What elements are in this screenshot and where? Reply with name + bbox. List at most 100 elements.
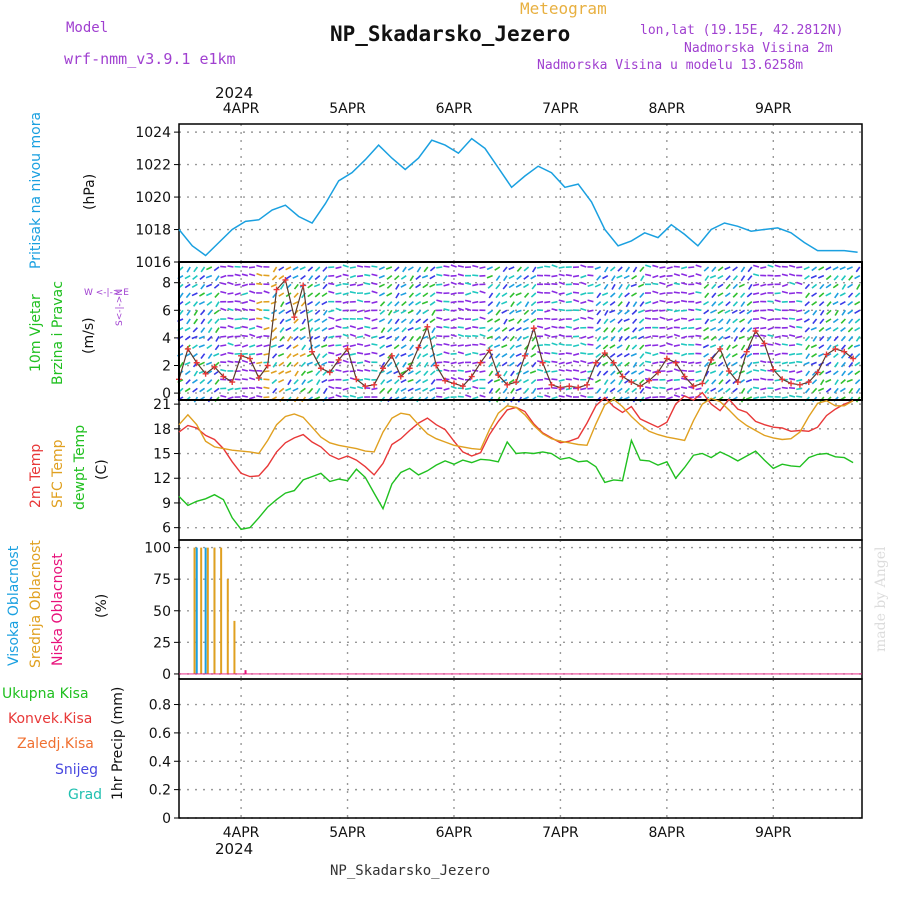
wind-arrow (220, 352, 227, 357)
wind-arrow (335, 386, 342, 390)
wind-arrow (704, 292, 710, 299)
wind-arrow (832, 370, 839, 376)
wind-arrow (580, 394, 587, 398)
wind-arrow (220, 274, 227, 279)
wind-arrow (530, 301, 537, 307)
wind-arrow (840, 344, 847, 351)
wind-arrow (659, 335, 666, 338)
wind-arrow (421, 274, 429, 279)
wind-arrow (416, 266, 422, 273)
wind-arrow (565, 292, 573, 296)
wind-arrow (349, 266, 356, 269)
wind-arrow (349, 283, 356, 287)
wind-arrow (307, 283, 314, 289)
wind-speed-point-3 (202, 370, 209, 377)
wind-arrow (804, 309, 810, 315)
wind-arrow (530, 379, 537, 385)
wind-arrow (393, 344, 400, 350)
wind-arrow (328, 282, 335, 286)
wind-arrow (422, 387, 429, 392)
wind-arrow (805, 292, 811, 299)
wind-arrow (551, 300, 558, 304)
wind-arrow (443, 368, 450, 372)
temperature-series-1 (178, 397, 854, 455)
wind-arrow (270, 318, 277, 322)
wind-speed-point-58 (690, 383, 697, 390)
wind-arrow (609, 353, 616, 358)
wind-arrow (379, 309, 386, 315)
wind-arrow (292, 266, 299, 271)
wind-arrow (572, 369, 580, 372)
wind-arrow (767, 283, 774, 286)
wind-arrow (740, 344, 746, 351)
wind-arrow (186, 266, 191, 273)
wind-arrow (278, 266, 285, 271)
wind-arrow (804, 283, 810, 290)
wind-arrow (515, 309, 522, 314)
wind-arrow (854, 361, 861, 367)
wind-arrow (703, 283, 710, 289)
wind-arrow (515, 344, 522, 348)
wind-arrow (402, 361, 407, 368)
wind-arrow (401, 335, 407, 342)
wind-arrow (436, 395, 443, 398)
wind-arrow (307, 378, 314, 384)
wind-arrow (805, 353, 811, 360)
wind-arrow (632, 327, 638, 333)
wind-arrow (394, 353, 400, 359)
wind-arrow (732, 292, 738, 298)
wind-arrow (430, 379, 436, 385)
wind-arrow (673, 309, 680, 313)
wind-speed-point-16 (317, 365, 324, 372)
wind-arrow (407, 266, 414, 271)
wind-arrow (709, 344, 717, 349)
wind-arrow (652, 282, 659, 286)
wind-arrow (371, 351, 378, 355)
wind-arrow (364, 316, 371, 320)
wind-arrow (731, 361, 738, 367)
wind-arrow (241, 334, 248, 338)
wind-arrow (710, 326, 717, 332)
wind-arrow (349, 291, 356, 294)
wind-arrow (299, 266, 306, 271)
wind-arrow (544, 333, 551, 338)
wind-arrow (356, 283, 364, 287)
wind-arrow (796, 309, 803, 313)
wind-arrow (781, 361, 788, 365)
wind-arrow (263, 386, 270, 390)
wind-arrow (342, 282, 349, 286)
wind-arrow (328, 316, 335, 320)
wind-arrow (516, 301, 522, 307)
wind-arrow (443, 283, 450, 287)
wind-arrow (400, 344, 407, 350)
wind-arrow (731, 352, 738, 358)
wind-arrow (301, 344, 307, 351)
wind-speed-point-33 (468, 373, 475, 380)
wind-arrow (834, 309, 839, 316)
wind-arrow (227, 360, 234, 364)
wind-arrow (263, 290, 270, 294)
wind-arrow (479, 352, 486, 356)
wind-arrow (680, 326, 688, 330)
wind-arrow (718, 379, 724, 385)
wind-speed-point-5 (220, 373, 227, 380)
wind-arrow (436, 266, 443, 269)
wind-arrow (248, 386, 256, 390)
wind-arrow (292, 344, 299, 349)
wind-arrow (357, 309, 364, 313)
wind-arrow (457, 265, 464, 268)
wind-arrow (234, 273, 241, 277)
wind-arrow (227, 292, 234, 295)
wind-arrow (423, 370, 429, 377)
wind-arrow (601, 292, 609, 297)
wind-arrow (544, 309, 551, 313)
wind-arrow (774, 352, 781, 357)
wind-arrow (508, 361, 515, 367)
wind-arrow (465, 307, 472, 312)
ytick-label-temperature-3: 15 (153, 447, 171, 463)
wind-arrow (379, 387, 386, 394)
wind-arrow (263, 370, 270, 373)
wind-arrow (378, 318, 385, 323)
wind-arrow (725, 275, 731, 281)
wind-arrow (501, 309, 508, 314)
